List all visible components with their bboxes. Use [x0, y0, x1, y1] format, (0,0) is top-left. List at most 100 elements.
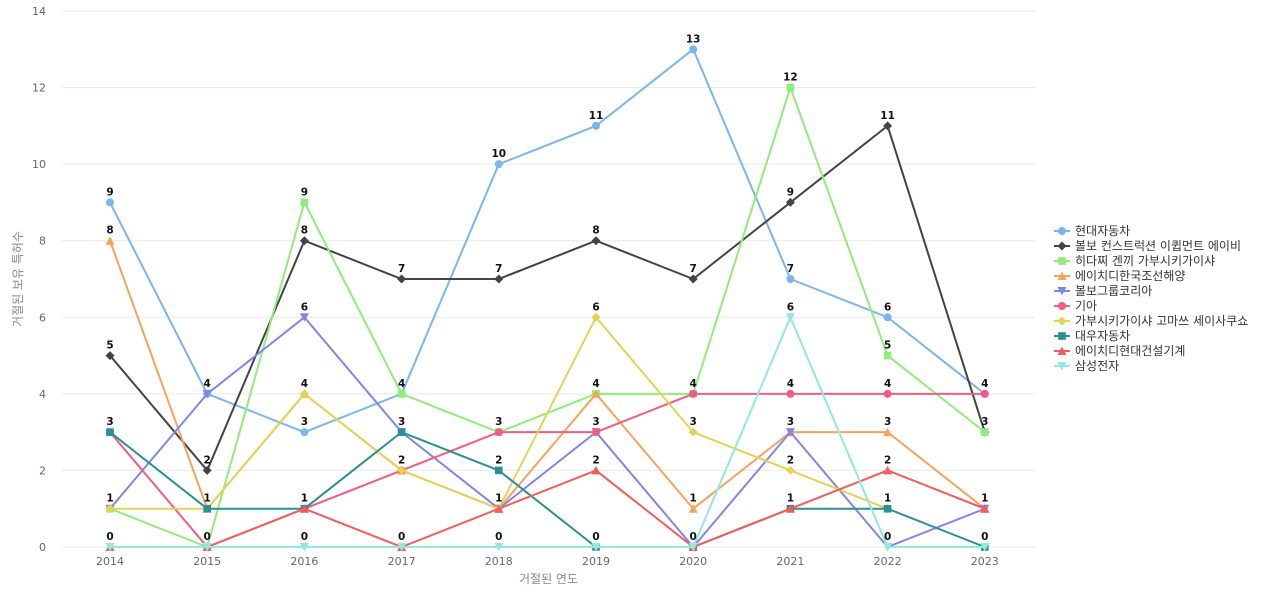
data-label: 1: [981, 493, 988, 505]
data-label: 3: [981, 416, 988, 428]
data-point: [785, 504, 795, 513]
data-label: 4: [787, 378, 794, 390]
data-point: [494, 504, 504, 513]
data-label: 5: [884, 340, 891, 352]
y-tick-label: 6: [39, 311, 46, 324]
data-point: [591, 465, 601, 475]
x-tick-label: 2014: [96, 555, 124, 568]
data-point: [688, 274, 698, 284]
data-point: [106, 428, 114, 436]
x-tick-label: 2021: [776, 555, 804, 568]
legend-marker: [1058, 302, 1066, 310]
data-label: 1: [884, 493, 891, 505]
data-point: [592, 121, 600, 130]
data-point: [397, 274, 407, 284]
data-label: 0: [106, 531, 113, 543]
data-point: [591, 389, 601, 398]
data-point: [883, 351, 892, 360]
legend-label: 볼보 컨스트럭션 이큅먼트 에이비: [1075, 239, 1241, 253]
legend-label: 볼보그룹코리아: [1075, 284, 1152, 298]
data-point: [785, 465, 795, 475]
data-label: 1: [690, 493, 697, 505]
series-2: [105, 121, 990, 475]
series-10: [105, 313, 990, 552]
data-label: 9: [301, 186, 308, 198]
data-point: [106, 198, 114, 207]
data-label: 8: [301, 225, 308, 237]
legend-marker: [1057, 316, 1067, 326]
legend-marker: [1057, 346, 1067, 355]
data-label: 11: [589, 110, 604, 122]
data-point: [299, 313, 309, 322]
gridlines: [62, 10, 1035, 548]
series-line: [110, 469, 986, 548]
x-tick-label: 2015: [193, 555, 221, 568]
data-label: 1: [495, 493, 502, 505]
legend-item[interactable]: 가부시키가이샤 고마쓰 세이사쿠쇼: [1054, 314, 1248, 328]
x-tick-label: 2023: [971, 555, 999, 568]
data-point: [494, 428, 503, 437]
data-label: 6: [301, 301, 308, 313]
data-point: [494, 160, 503, 169]
y-tick-label: 2: [39, 464, 46, 477]
legend-marker: [1058, 257, 1066, 265]
y-axis-title: 거절된 보유 특허수: [11, 231, 25, 327]
data-label: 1: [301, 493, 308, 505]
data-label: 7: [495, 263, 502, 275]
data-label: 6: [884, 301, 891, 313]
x-tick-label: 2022: [874, 555, 902, 568]
data-point: [980, 543, 990, 552]
data-label: 0: [690, 531, 697, 543]
data-point: [592, 428, 600, 437]
data-point: [883, 427, 893, 437]
data-label: 1: [106, 493, 113, 505]
data-label: 3: [301, 416, 308, 428]
data-labels: 9853104210986431074320107321011864320137…: [106, 33, 988, 543]
series-lines: [105, 45, 990, 552]
data-point: [786, 389, 795, 398]
data-label: 0: [981, 531, 988, 543]
data-point: [883, 504, 892, 513]
data-point: [786, 275, 795, 283]
legend-item[interactable]: 현대자동차: [1054, 224, 1130, 238]
data-label: 11: [880, 110, 895, 122]
legend-label: 현대자동차: [1075, 224, 1130, 238]
legend-item[interactable]: 삼성전자: [1054, 359, 1119, 373]
data-point: [203, 504, 211, 513]
data-label: 7: [787, 263, 794, 275]
legend-marker: [1057, 362, 1067, 371]
y-tick-label: 8: [39, 235, 46, 248]
legend-label: 에이치디한국조선해양: [1075, 269, 1185, 283]
data-label: 4: [690, 378, 697, 390]
data-label: 6: [592, 301, 599, 313]
data-label: 1: [787, 493, 794, 505]
legend-marker: [1058, 332, 1066, 340]
legend-item[interactable]: 대우자동차: [1054, 329, 1130, 343]
legend-item[interactable]: 에이치디현대건설기계: [1054, 344, 1185, 358]
data-label: 13: [686, 33, 701, 45]
data-point: [299, 543, 309, 552]
data-label: 2: [204, 454, 211, 466]
data-label: 4: [884, 378, 891, 390]
data-point: [785, 428, 795, 437]
legend-item[interactable]: 히다찌 겐끼 가부시키가이샤: [1054, 254, 1215, 268]
data-label: 4: [398, 378, 405, 390]
data-point: [591, 312, 601, 322]
legend-item[interactable]: 기아: [1054, 299, 1097, 313]
data-label: 4: [204, 378, 211, 390]
data-label: 5: [106, 340, 113, 352]
data-point: [299, 389, 309, 399]
data-label: 0: [398, 531, 405, 543]
legend-marker: [1057, 271, 1067, 280]
data-point: [980, 389, 989, 398]
legend-item[interactable]: 에이치디한국조선해양: [1054, 269, 1185, 283]
data-label: 12: [783, 72, 798, 84]
legend-item[interactable]: 볼보그룹코리아: [1054, 284, 1152, 298]
data-label: 2: [884, 454, 891, 466]
x-tick-label: 2019: [582, 555, 610, 568]
legend-item[interactable]: 볼보 컨스트럭션 이큅먼트 에이비: [1054, 239, 1241, 253]
data-point: [105, 543, 115, 552]
data-point: [980, 504, 990, 513]
legend-marker: [1057, 241, 1067, 251]
